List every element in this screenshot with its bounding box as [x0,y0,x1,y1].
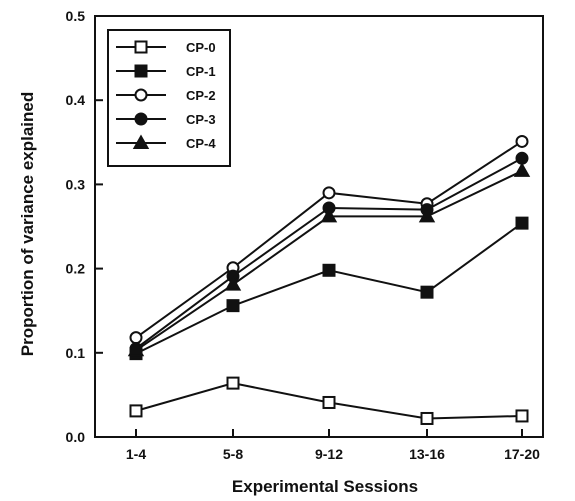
legend-marker [134,64,148,78]
data-point [322,263,336,277]
data-point [127,341,145,357]
data-point [320,207,338,223]
data-point [129,404,143,418]
legend-label: CP-2 [186,88,216,103]
legend-entry: CP-4 [116,134,216,151]
legend-entry: CP-1 [116,64,216,79]
plot-frame [94,15,544,438]
y-tick-label: 0.5 [66,8,86,24]
data-point [224,276,242,291]
data-point [418,207,436,223]
y-tick-label: 0.2 [66,261,86,277]
series-line [135,140,523,339]
series-line [135,222,523,355]
data-point [515,151,529,165]
data-point [226,376,240,390]
x-tick-label: 17-20 [504,446,540,462]
legend-marker [134,40,148,54]
legend-label: CP-4 [186,136,216,151]
series-cp-1 [129,216,529,361]
series-cp-0 [129,376,529,425]
series-layer [127,134,531,425]
data-point [515,409,529,423]
legend-entry: CP-2 [116,88,216,103]
legend-label: CP-0 [186,40,216,55]
legend-entry: CP-0 [116,40,216,55]
data-point [513,162,531,177]
data-point [420,285,434,299]
x-tick-label: 9-12 [315,446,343,462]
data-point [515,134,529,148]
x-tick-label: 5-8 [223,446,243,462]
data-point [322,186,336,200]
legend-label: CP-3 [186,112,216,127]
y-tick-label: 0.3 [66,176,86,192]
y-tick-label: 0.4 [66,92,86,108]
plot-area [94,15,544,438]
data-point [322,395,336,409]
legend-marker [134,88,148,102]
data-point [515,216,529,230]
y-tick-label: 0.0 [66,429,86,445]
y-axis-label: Proportion of variance explained [18,92,37,357]
legend-marker [134,112,148,126]
series-cp-3 [129,151,529,356]
x-tick-label: 13-16 [409,446,445,462]
legend-entry: CP-3 [116,112,216,127]
series-cp-2 [129,134,529,345]
data-point [420,411,434,425]
x-axis-label: Experimental Sessions [232,477,418,496]
legend-label: CP-1 [186,64,216,79]
axes: 0.0 0.1 0.2 0.3 0.4 0.5 1-4 5-8 9-12 13-16 17-20 [66,8,541,462]
legend: CP-0 CP-1 CP-2 CP-3 CP-4 [107,29,231,167]
data-point [226,299,240,313]
series-cp-4 [127,162,531,357]
legend-marker [132,134,150,149]
y-tick-label: 0.1 [66,345,86,361]
x-tick-label: 1-4 [126,446,146,462]
data-point [129,331,143,345]
